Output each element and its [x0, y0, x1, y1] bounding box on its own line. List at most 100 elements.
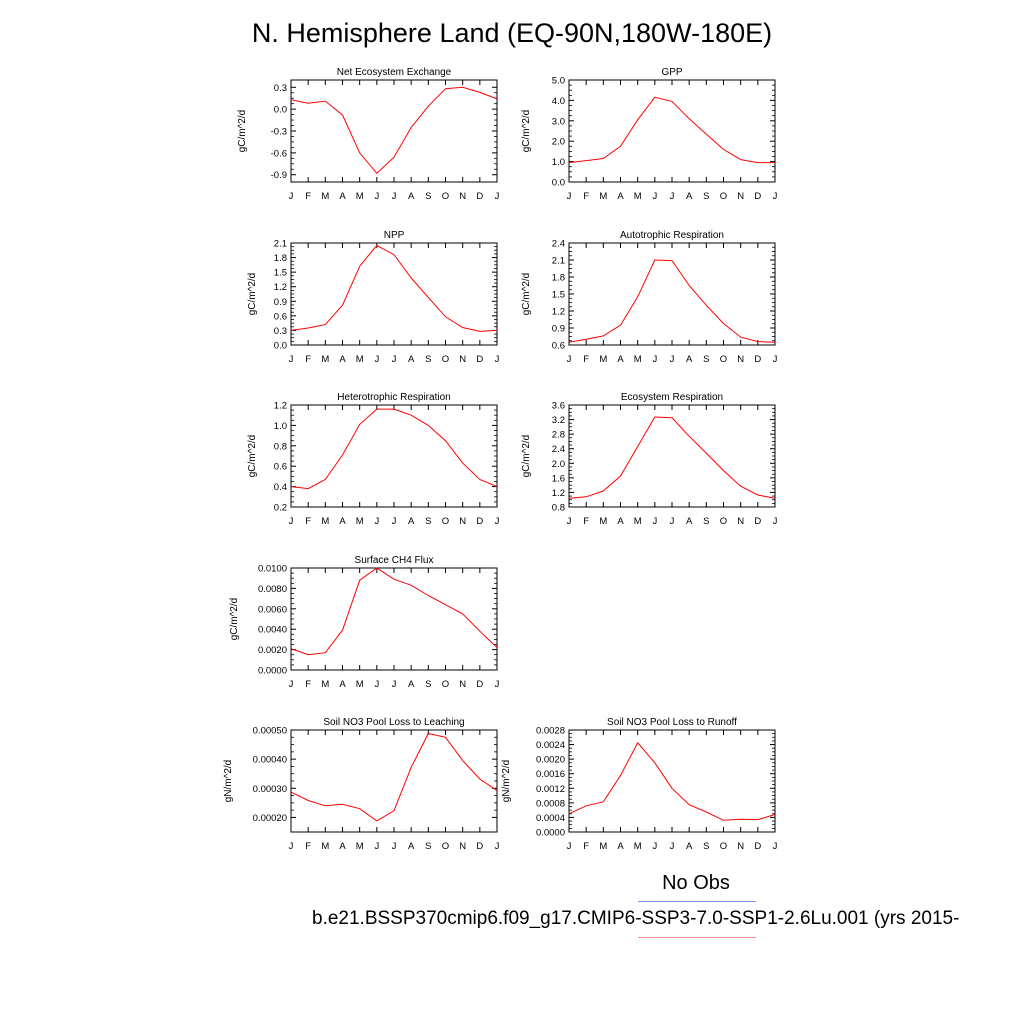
- x-tick-label: J: [374, 841, 379, 852]
- plot-frame: [290, 567, 498, 671]
- x-tick-label: F: [305, 516, 311, 527]
- x-tick-label: J: [289, 679, 294, 690]
- x-tick-label: O: [442, 679, 449, 690]
- x-tick-label: M: [321, 354, 329, 365]
- y-tick-label: 0.0024: [536, 740, 565, 751]
- legend-obs-label: No Obs: [662, 872, 730, 894]
- x-tick-label: O: [720, 841, 727, 852]
- x-tick-label: N: [459, 516, 466, 527]
- panel-title: Heterotrophic Respiration: [337, 392, 450, 403]
- plot-frame: [290, 404, 498, 508]
- x-tick-label: O: [720, 354, 727, 365]
- y-tick-label: 0.0040: [258, 625, 287, 636]
- legend-obs-line: [638, 901, 756, 902]
- panel-title: Surface CH4 Flux: [355, 555, 434, 566]
- x-tick-label: J: [652, 516, 657, 527]
- x-tick-label: M: [321, 516, 329, 527]
- y-axis-label: gC/m^2/d: [521, 110, 532, 153]
- y-axis-label: gC/m^2/d: [521, 273, 532, 316]
- y-tick-label: 0.0080: [258, 584, 287, 595]
- plot-frame: [290, 242, 498, 346]
- y-tick-label: -0.3: [271, 127, 287, 138]
- y-tick-label: 2.1: [552, 256, 565, 267]
- y-tick-label: 2.4: [552, 239, 565, 250]
- x-tick-label: J: [652, 841, 657, 852]
- x-tick-label: S: [425, 191, 431, 202]
- y-tick-label: 1.6: [552, 473, 565, 484]
- x-tick-label: J: [567, 354, 572, 365]
- y-tick-label: 2.1: [274, 239, 287, 250]
- x-tick-label: S: [425, 516, 431, 527]
- y-axis-label: gC/m^2/d: [247, 435, 258, 478]
- x-tick-label: M: [634, 841, 642, 852]
- series-line: [568, 741, 776, 821]
- x-tick-label: J: [652, 191, 657, 202]
- x-tick-label: J: [392, 354, 397, 365]
- y-tick-label: 0.00020: [253, 813, 287, 824]
- x-tick-label: M: [599, 191, 607, 202]
- y-tick-label: 0.0: [274, 341, 287, 352]
- y-tick-label: 0.3: [274, 83, 287, 94]
- x-tick-label: J: [495, 841, 500, 852]
- y-tick-label: 0.0008: [536, 798, 565, 809]
- y-tick-label: 0.0012: [536, 784, 565, 795]
- y-axis-label: gN/m^2/d: [501, 760, 512, 803]
- legend-case-label: b.e21.BSSP370cmip6.f09_g17.CMIP6-SSP3-7.…: [312, 908, 960, 929]
- chart-panel: Ecosystem Respiration 0.8 1.2 1.6 2.0 2.4 2.8 3…: [521, 392, 778, 527]
- x-tick-label: A: [408, 354, 415, 365]
- x-tick-label: J: [392, 679, 397, 690]
- x-tick-label: J: [495, 516, 500, 527]
- y-tick-label: -0.6: [271, 148, 287, 159]
- y-tick-label: 1.8: [274, 253, 287, 264]
- x-tick-label: J: [652, 354, 657, 365]
- x-tick-label: M: [599, 516, 607, 527]
- x-tick-label: F: [305, 841, 311, 852]
- y-tick-label: 4.0: [552, 96, 565, 107]
- y-tick-label: 2.0: [552, 459, 565, 470]
- y-tick-label: 0.0000: [258, 666, 287, 677]
- panel-title: Net Ecosystem Exchange: [337, 67, 452, 78]
- y-tick-label: 2.4: [552, 444, 565, 455]
- y-tick-label: 2.0: [552, 137, 565, 148]
- page-title: N. Hemisphere Land (EQ-90N,180W-180E): [251, 18, 773, 48]
- y-tick-label: 0.6: [274, 462, 287, 473]
- y-tick-label: 1.0: [274, 421, 287, 432]
- x-tick-label: A: [408, 191, 415, 202]
- x-tick-label: S: [703, 191, 709, 202]
- series-line: [568, 416, 776, 499]
- panel-title: Autotrophic Respiration: [620, 230, 724, 241]
- y-tick-label: 0.9: [274, 297, 287, 308]
- x-tick-label: A: [686, 354, 693, 365]
- x-tick-label: A: [408, 841, 415, 852]
- chart-panel: Soil NO3 Pool Loss to Leaching 0.00020 0.0…: [223, 717, 500, 852]
- x-tick-label: M: [356, 191, 364, 202]
- x-tick-label: M: [599, 841, 607, 852]
- y-tick-label: 1.2: [552, 307, 565, 318]
- x-tick-label: J: [567, 516, 572, 527]
- x-tick-label: J: [495, 354, 500, 365]
- x-tick-label: J: [374, 191, 379, 202]
- x-tick-label: D: [754, 516, 761, 527]
- x-tick-label: F: [583, 516, 589, 527]
- x-tick-label: J: [289, 516, 294, 527]
- x-tick-label: J: [670, 841, 675, 852]
- panel-title: Ecosystem Respiration: [621, 392, 723, 403]
- panel-title: Soil NO3 Pool Loss to Leaching: [323, 717, 464, 728]
- y-tick-label: 0.0060: [258, 604, 287, 615]
- x-tick-label: J: [289, 191, 294, 202]
- x-tick-label: O: [720, 516, 727, 527]
- x-tick-label: D: [754, 191, 761, 202]
- plot-frame: [290, 79, 498, 183]
- y-tick-label: 0.2: [274, 503, 287, 514]
- y-tick-label: 1.8: [552, 273, 565, 284]
- x-tick-label: D: [754, 841, 761, 852]
- x-tick-label: F: [583, 841, 589, 852]
- x-tick-label: D: [476, 191, 483, 202]
- x-tick-label: A: [617, 191, 624, 202]
- x-tick-label: A: [408, 679, 415, 690]
- x-tick-label: A: [686, 516, 693, 527]
- x-tick-label: D: [476, 516, 483, 527]
- x-tick-label: J: [289, 354, 294, 365]
- x-tick-label: M: [356, 516, 364, 527]
